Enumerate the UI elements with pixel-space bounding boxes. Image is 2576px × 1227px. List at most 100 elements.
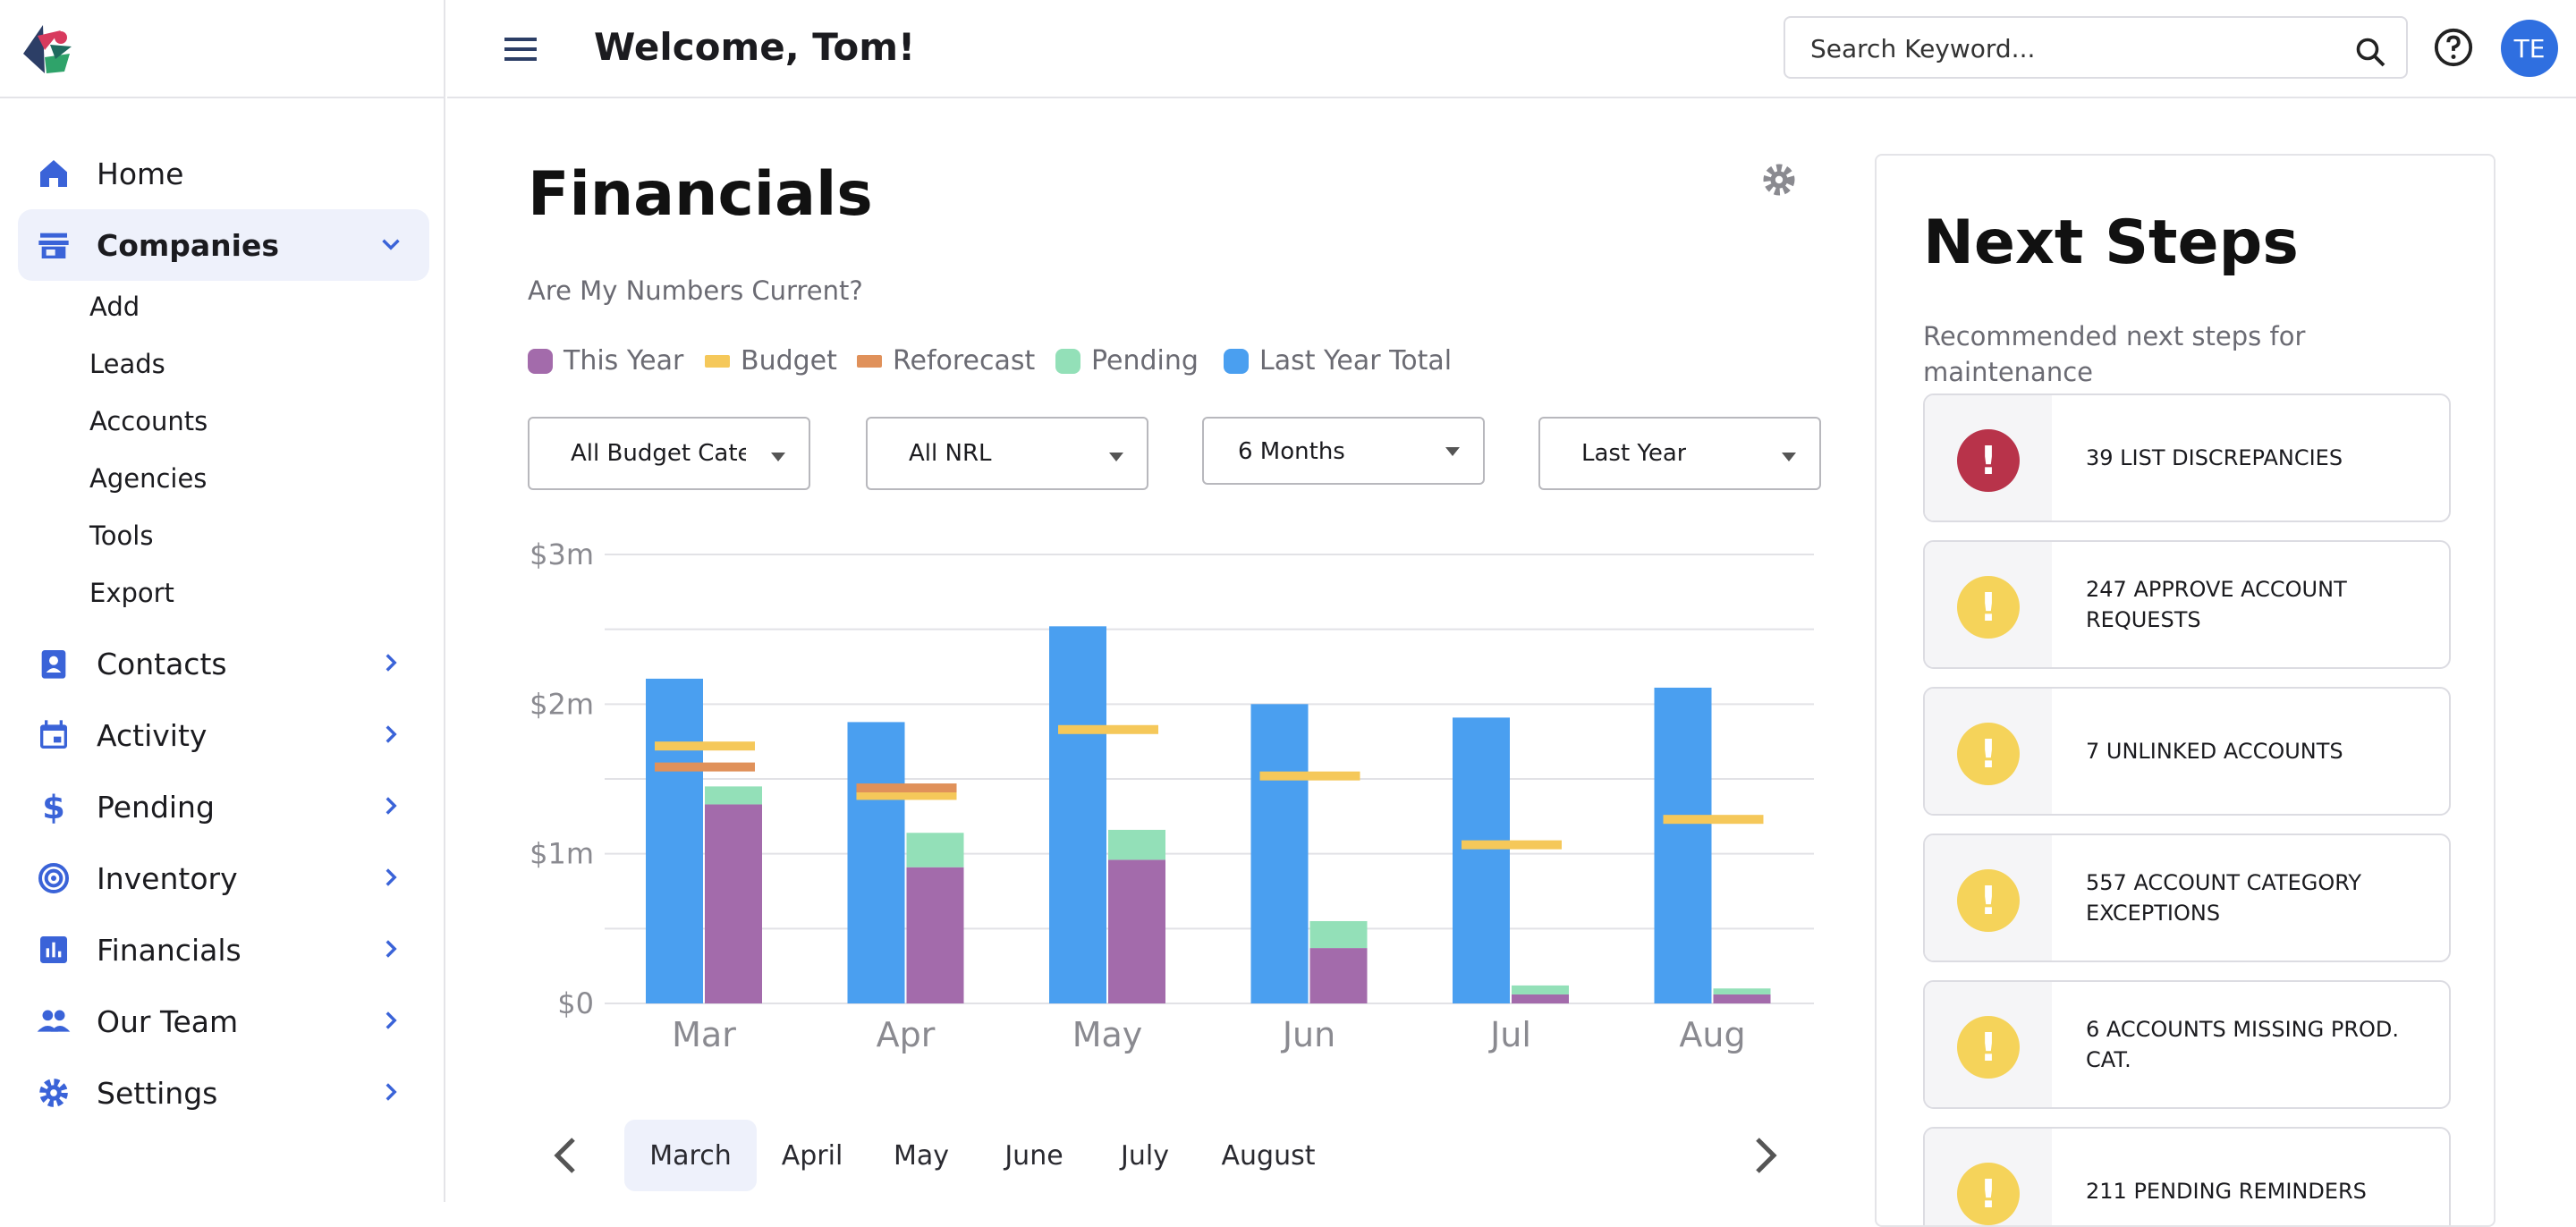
legend-label: Reforecast: [893, 345, 1036, 377]
x-tick-label: Jun: [1281, 1015, 1335, 1054]
next-step-card[interactable]: ! 39 LIST DISCREPANCIES: [1923, 393, 2451, 522]
month-tab-may[interactable]: May: [893, 1139, 950, 1172]
sidebar-item-label: Settings: [97, 1075, 218, 1111]
legend-this-year[interactable]: This Year: [528, 345, 683, 377]
nrl-select[interactable]: All NRL: [866, 417, 1148, 490]
chevron-right-icon[interactable]: [376, 1005, 406, 1036]
search-input[interactable]: [1810, 30, 2329, 66]
bar-this-year: [1108, 859, 1165, 1003]
chevron-down-icon[interactable]: [376, 229, 406, 259]
sidebar-item-home[interactable]: Home: [18, 138, 429, 209]
sidebar-item-inventory[interactable]: Inventory: [18, 842, 429, 914]
legend-pending[interactable]: Pending: [1055, 345, 1199, 377]
legend-last-year-total[interactable]: Last Year Total: [1224, 345, 1452, 377]
legend-label: This Year: [564, 345, 684, 377]
legend-reforecast[interactable]: Reforecast: [857, 345, 1035, 377]
budget-category-select[interactable]: All Budget Categ: [528, 417, 810, 490]
chevron-left-icon[interactable]: [549, 1134, 581, 1177]
logo-icon[interactable]: [18, 18, 80, 80]
y-tick-label: $2m: [530, 687, 594, 721]
contact-card-icon: [41, 650, 66, 679]
sidebar-subitem-tools[interactable]: Tools: [89, 520, 154, 551]
alert-critical-icon: !: [1957, 429, 2020, 492]
select-value: All Budget Categ: [571, 440, 746, 467]
chevron-right-icon[interactable]: [376, 1077, 406, 1107]
comparison-year-select[interactable]: Last Year: [1538, 417, 1821, 490]
svg-text:$: $: [42, 789, 65, 825]
next-step-label: 39 LIST DISCREPANCIES: [2086, 445, 2343, 470]
next-step-card[interactable]: ! 211 PENDING REMINDERS: [1923, 1127, 2451, 1225]
next-step-icon-box: !: [1925, 689, 2052, 814]
page-title: Financials: [528, 159, 873, 230]
next-step-icon-box: !: [1925, 835, 2052, 960]
top-header: Welcome, Tom! TE: [447, 0, 2576, 98]
next-steps-title: Next Steps: [1923, 207, 2299, 278]
legend-swatch: [857, 354, 882, 368]
sidebar-item-companies[interactable]: Companies: [18, 209, 429, 281]
chevron-right-icon[interactable]: [1750, 1134, 1782, 1177]
settings-gear-icon[interactable]: [1760, 161, 1798, 199]
sidebar-item-label: Contacts: [97, 646, 227, 681]
sidebar-item-pending[interactable]: $ Pending: [18, 771, 429, 842]
next-step-label: 247 APPROVE ACCOUNT REQUESTS: [2086, 577, 2347, 632]
chevron-right-icon[interactable]: [376, 647, 406, 678]
next-step-card[interactable]: ! 6 ACCOUNTS MISSING PROD. CAT.: [1923, 980, 2451, 1109]
chevron-right-icon[interactable]: [376, 934, 406, 964]
month-tab-march[interactable]: March: [624, 1120, 757, 1191]
next-step-icon-box: !: [1925, 1129, 2052, 1225]
people-icon: [37, 1010, 71, 1032]
bar-this-year: [705, 804, 762, 1003]
next-step-card[interactable]: ! 557 ACCOUNT CATEGORY EXCEPTIONS: [1923, 834, 2451, 962]
reforecast-marker: [655, 762, 755, 772]
search-box[interactable]: [1784, 16, 2408, 79]
dropdown-arrow-icon: [1109, 453, 1123, 461]
chevron-right-icon[interactable]: [376, 862, 406, 893]
sidebar-subitem-accounts[interactable]: Accounts: [89, 406, 208, 436]
legend-swatch: [705, 354, 730, 368]
next-step-label: 6 ACCOUNTS MISSING PROD. CAT.: [2086, 1017, 2400, 1072]
sidebar-item-label: Home: [97, 156, 184, 191]
select-value: Last Year: [1581, 440, 1687, 467]
sidebar-subitem-agencies[interactable]: Agencies: [89, 463, 208, 494]
chevron-right-icon[interactable]: [376, 791, 406, 821]
next-step-card[interactable]: ! 7 UNLINKED ACCOUNTS: [1923, 687, 2451, 816]
budget-marker: [1462, 840, 1562, 850]
help-icon[interactable]: [2433, 27, 2474, 68]
bar-last-year-total: [847, 722, 905, 1003]
month-tab-june[interactable]: June: [1004, 1139, 1063, 1172]
sidebar-item-settings[interactable]: Settings: [18, 1057, 429, 1129]
calendar-icon: [40, 720, 67, 749]
month-tab-july[interactable]: July: [1121, 1139, 1169, 1172]
y-tick-label: $0: [557, 986, 594, 1020]
x-tick-label: Mar: [672, 1015, 736, 1054]
search-icon[interactable]: [2354, 36, 2386, 68]
next-step-card[interactable]: ! 247 APPROVE ACCOUNT REQUESTS: [1923, 540, 2451, 669]
x-tick-label: Jul: [1488, 1015, 1531, 1054]
bar-pending: [906, 833, 964, 867]
sidebar-item-activity[interactable]: Activity: [18, 699, 429, 771]
sidebar-subitem-leads[interactable]: Leads: [89, 349, 165, 379]
dropdown-arrow-icon: [771, 453, 785, 461]
bar-pending: [1512, 985, 1569, 994]
chevron-right-icon[interactable]: [376, 719, 406, 749]
x-tick-label: May: [1072, 1015, 1143, 1054]
bar-pending: [1713, 988, 1771, 994]
bar-pending: [705, 786, 762, 805]
reforecast-marker: [856, 783, 957, 793]
sidebar-item-contacts[interactable]: Contacts: [18, 628, 429, 699]
legend-budget[interactable]: Budget: [705, 345, 837, 377]
months-range-select[interactable]: 6 Months: [1202, 417, 1485, 485]
sidebar-item-financials[interactable]: Financials: [18, 914, 429, 986]
month-tab-august[interactable]: August: [1221, 1139, 1316, 1172]
sidebar-subitem-export[interactable]: Export: [89, 578, 174, 608]
store-icon: [38, 233, 69, 258]
hamburger-menu-icon[interactable]: [501, 32, 540, 66]
sidebar-subitem-add[interactable]: Add: [89, 292, 140, 322]
sidebar-divider: [0, 97, 445, 98]
select-value: All NRL: [909, 440, 992, 467]
next-step-label: 557 ACCOUNT CATEGORY EXCEPTIONS: [2086, 870, 2362, 926]
month-tab-april[interactable]: April: [781, 1139, 843, 1172]
avatar[interactable]: TE: [2501, 20, 2558, 77]
sidebar-item-our-team[interactable]: Our Team: [18, 986, 429, 1057]
alert-warning-icon: !: [1957, 1016, 2020, 1079]
